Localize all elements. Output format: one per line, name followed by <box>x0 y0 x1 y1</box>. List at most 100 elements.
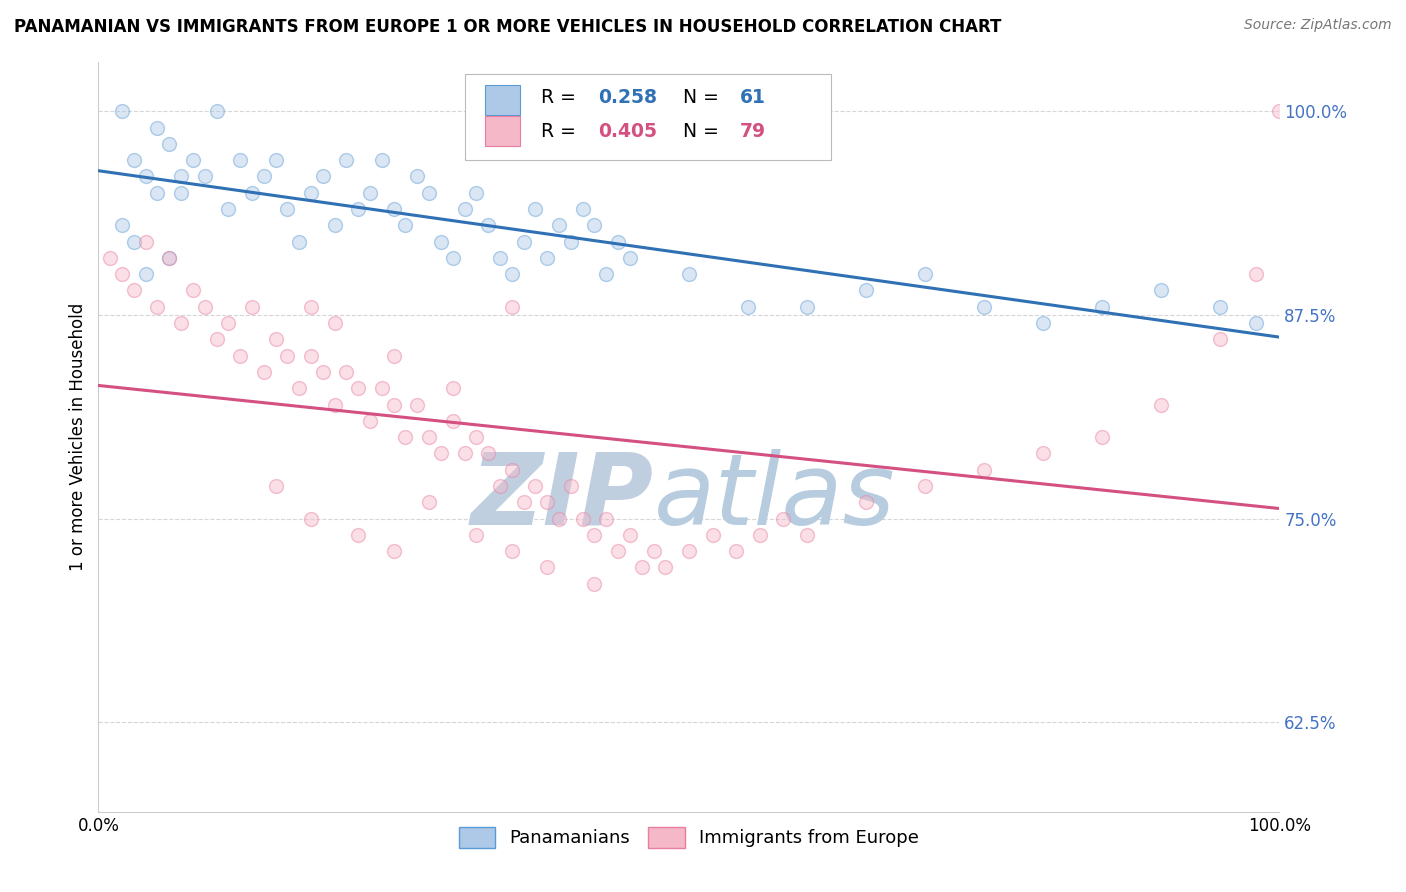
Point <box>157 251 180 265</box>
Point <box>146 300 169 314</box>
Point <box>595 267 617 281</box>
Legend: Panamanians, Immigrants from Europe: Panamanians, Immigrants from Europe <box>451 820 927 855</box>
Point <box>98 251 121 265</box>
Point <box>607 235 630 249</box>
Point <box>453 202 475 216</box>
Point <box>335 365 357 379</box>
Point <box>382 544 405 558</box>
Point <box>772 511 794 525</box>
Point <box>276 202 298 216</box>
Point <box>489 479 512 493</box>
Point <box>630 560 652 574</box>
Point <box>501 300 523 314</box>
Point <box>914 479 936 493</box>
Point <box>170 186 193 200</box>
Point <box>229 153 252 168</box>
Point <box>264 479 287 493</box>
Point <box>406 169 429 184</box>
Point <box>359 414 381 428</box>
Point <box>170 316 193 330</box>
Point <box>560 235 582 249</box>
Point <box>157 136 180 151</box>
Point <box>583 528 606 542</box>
Point <box>1268 104 1291 119</box>
Point <box>583 219 606 233</box>
Point <box>323 219 346 233</box>
Point <box>111 219 134 233</box>
Point <box>583 576 606 591</box>
Point <box>371 153 394 168</box>
Text: R =: R = <box>541 88 582 107</box>
Point <box>678 544 700 558</box>
Text: 79: 79 <box>740 122 766 141</box>
Point <box>1244 267 1267 281</box>
Point <box>253 169 276 184</box>
Point <box>1032 316 1054 330</box>
Point <box>146 120 169 135</box>
Point <box>477 446 499 460</box>
Point <box>111 267 134 281</box>
Point <box>288 381 311 395</box>
Point <box>465 528 488 542</box>
Point <box>312 169 335 184</box>
Point <box>1091 300 1114 314</box>
Point <box>264 332 287 346</box>
Point <box>382 397 405 411</box>
Point <box>217 202 239 216</box>
Point <box>678 267 700 281</box>
Point <box>571 511 593 525</box>
Point <box>441 414 464 428</box>
Point <box>643 544 665 558</box>
Point <box>465 186 488 200</box>
Point <box>371 381 394 395</box>
Point <box>1091 430 1114 444</box>
Point <box>335 153 357 168</box>
Point <box>194 169 217 184</box>
Point <box>406 397 429 411</box>
Point <box>560 479 582 493</box>
Point <box>702 528 724 542</box>
Point <box>359 186 381 200</box>
Point <box>548 219 571 233</box>
Point <box>299 186 322 200</box>
Point <box>855 284 877 298</box>
Point <box>111 104 134 119</box>
Point <box>217 316 239 330</box>
Point <box>748 528 770 542</box>
FancyBboxPatch shape <box>464 74 831 160</box>
Point <box>135 235 157 249</box>
Point <box>299 511 322 525</box>
Point <box>737 300 759 314</box>
Point <box>1032 446 1054 460</box>
Text: 61: 61 <box>740 88 766 107</box>
FancyBboxPatch shape <box>485 116 520 146</box>
Point <box>347 202 370 216</box>
Point <box>607 544 630 558</box>
Point <box>1209 300 1232 314</box>
Text: 0.258: 0.258 <box>598 88 657 107</box>
Text: PANAMANIAN VS IMMIGRANTS FROM EUROPE 1 OR MORE VEHICLES IN HOUSEHOLD CORRELATION: PANAMANIAN VS IMMIGRANTS FROM EUROPE 1 O… <box>14 18 1001 36</box>
Point <box>276 349 298 363</box>
Point <box>1209 332 1232 346</box>
Point <box>181 153 204 168</box>
Point <box>418 186 440 200</box>
Point <box>418 495 440 509</box>
Point <box>170 169 193 184</box>
Point <box>654 560 676 574</box>
Point <box>441 381 464 395</box>
Point <box>548 511 571 525</box>
Point <box>512 235 534 249</box>
Point <box>135 267 157 281</box>
FancyBboxPatch shape <box>485 85 520 115</box>
Point <box>595 511 617 525</box>
Point <box>796 300 818 314</box>
Point <box>453 446 475 460</box>
Point <box>135 169 157 184</box>
Point <box>394 219 416 233</box>
Point <box>122 284 145 298</box>
Text: ZIP: ZIP <box>471 449 654 546</box>
Point <box>1150 284 1173 298</box>
Point <box>501 544 523 558</box>
Point <box>619 251 641 265</box>
Point <box>619 528 641 542</box>
